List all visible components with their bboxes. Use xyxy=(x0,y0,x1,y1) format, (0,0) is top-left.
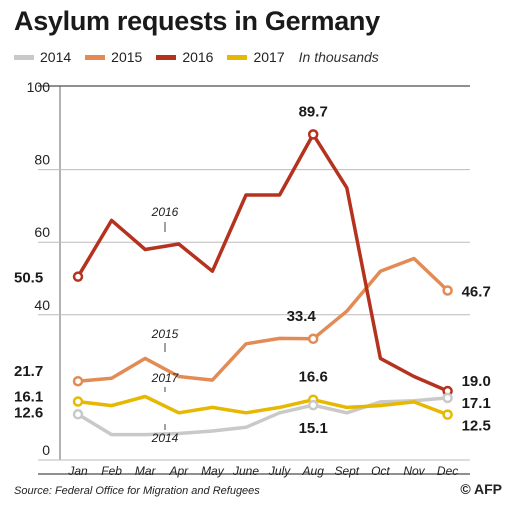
legend-item-2014: 2014 xyxy=(14,49,71,65)
marker-2014-dec xyxy=(442,392,453,404)
line-2015 xyxy=(76,256,450,383)
legend-swatch-2015 xyxy=(85,54,106,60)
legend-swatch-2017 xyxy=(227,54,248,60)
series-label-2015: 2015 xyxy=(151,327,179,341)
legend-label-2016: 2016 xyxy=(182,49,214,65)
value-label-2016-0: 50.5 xyxy=(14,270,43,287)
x-tick-july: July xyxy=(268,464,291,478)
value-label-2014-7: 15.1 xyxy=(299,420,328,437)
value-label-2016-11: 19.0 xyxy=(462,373,491,390)
value-label-2014-0: 12.6 xyxy=(14,404,43,421)
legend-item-2015: 2015 xyxy=(85,49,142,65)
value-label-2016-7: 89.7 xyxy=(299,103,328,120)
x-tick-mar: Mar xyxy=(135,464,157,478)
x-tick-may: May xyxy=(201,464,225,478)
value-label-2017-11: 12.5 xyxy=(462,418,491,435)
marker-2016-jan xyxy=(72,271,84,282)
y-tick-0: 0 xyxy=(42,442,50,458)
x-tick-nov: Nov xyxy=(403,464,425,478)
series-label-2016: 2016 xyxy=(151,205,179,219)
marker-2017-dec xyxy=(442,409,453,420)
chart-title: Asylum requests in Germany xyxy=(14,6,380,36)
marker-2014-aug xyxy=(307,399,319,411)
x-tick-june: June xyxy=(232,464,259,478)
legend: 2014 2015 2016 2017 In thousands xyxy=(14,47,379,67)
source-note: Source: Federal Office for Migration and… xyxy=(14,485,260,497)
y-tick-60: 60 xyxy=(34,224,50,240)
value-label-2015-7: 33.4 xyxy=(287,308,317,325)
line-2017 xyxy=(76,394,450,417)
x-tick-apr: Apr xyxy=(168,464,189,478)
y-tick-100: 100 xyxy=(27,79,51,95)
x-tick-jan: Jan xyxy=(67,464,88,478)
x-tick-feb: Feb xyxy=(101,464,122,478)
y-tick-80: 80 xyxy=(34,152,50,168)
value-label-2017-0: 16.1 xyxy=(14,389,43,406)
unit-note: In thousands xyxy=(298,49,379,65)
legend-swatch-2014 xyxy=(14,54,34,60)
marker-2014-jan xyxy=(72,409,84,420)
legend-swatch-2016 xyxy=(156,54,177,60)
value-label-2017-7: 16.6 xyxy=(299,369,328,386)
legend-label-2014: 2014 xyxy=(40,49,72,65)
x-tick-dec: Dec xyxy=(437,464,458,478)
x-tick-sept: Sept xyxy=(334,464,359,478)
value-label-2015-11: 46.7 xyxy=(462,283,491,300)
y-tick-40: 40 xyxy=(34,297,50,313)
x-tick-oct: Oct xyxy=(371,464,390,478)
line-2016 xyxy=(76,132,450,393)
x-tick-aug: Aug xyxy=(302,464,325,478)
marker-2017-jan xyxy=(72,396,84,407)
legend-item-2016: 2016 xyxy=(156,49,213,65)
series-label-2017: 2017 xyxy=(151,371,180,385)
line-2014 xyxy=(76,396,450,437)
legend-label-2015: 2015 xyxy=(111,49,143,65)
afp-logo: © AFP xyxy=(460,481,502,497)
legend-label-2017: 2017 xyxy=(253,49,285,65)
marker-2016-aug xyxy=(307,129,319,140)
series-label-2014: 2014 xyxy=(151,431,179,445)
marker-2015-aug xyxy=(307,333,319,345)
legend-item-2017: 2017 xyxy=(227,49,285,65)
value-label-2015-0: 21.7 xyxy=(14,363,43,380)
marker-2015-dec xyxy=(442,285,453,296)
value-label-2014-11: 17.1 xyxy=(462,395,491,412)
marker-2015-jan xyxy=(72,375,84,387)
